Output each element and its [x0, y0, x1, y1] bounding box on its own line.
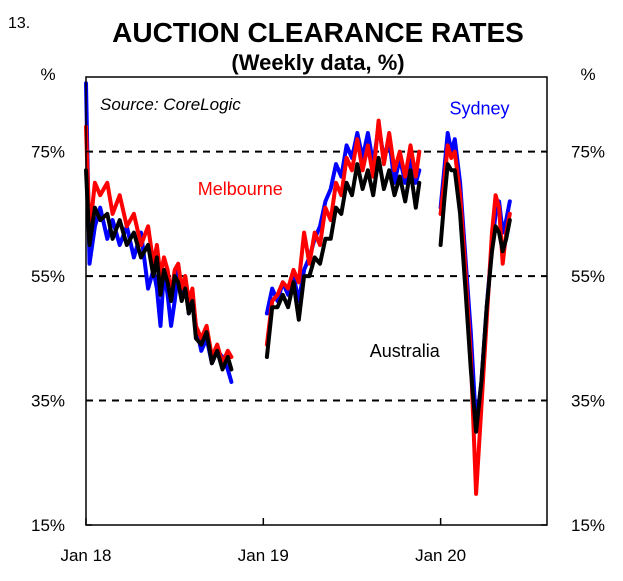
- series-label-sydney: Sydney: [449, 98, 509, 118]
- y-tick-label-left: 75%: [31, 143, 65, 162]
- y-tick-label-right: 55%: [571, 267, 605, 286]
- plot-frame: [85, 76, 548, 526]
- series-australia-segment-3: [438, 162, 512, 434]
- series-label-melbourne: Melbourne: [198, 179, 283, 199]
- source-note: Source: CoreLogic: [100, 95, 241, 114]
- y-tick-label-left: 35%: [31, 392, 65, 411]
- y-tick-label-right: 35%: [571, 392, 605, 411]
- figure-number: 13.: [8, 15, 30, 32]
- series-australia-segment-2: [264, 155, 422, 359]
- axis-labels: 15% 15% 35% 35% 55% 55% 75% 75% Jan 18 Jan 19 Jan …: [31, 143, 605, 565]
- x-tick-label: Jan 19: [238, 546, 289, 565]
- series-melbourne-segment-2: [264, 118, 422, 347]
- series-lines: [84, 81, 512, 496]
- series-sydney-segment-3: [438, 131, 512, 428]
- series-label-australia: Australia: [370, 341, 441, 361]
- series-labels: Sydney Melbourne Australia: [198, 98, 510, 361]
- left-unit-label: %: [40, 65, 55, 84]
- axis-ticks: [85, 150, 547, 526]
- series-melbourne-segment-3: [438, 143, 512, 496]
- x-tick-label: Jan 18: [60, 546, 111, 565]
- y-tick-label-left: 15%: [31, 516, 65, 535]
- chart-subtitle: (Weekly data, %): [231, 50, 404, 75]
- x-tick-label: Jan 20: [415, 546, 466, 565]
- series-melbourne-segment-1: [84, 124, 234, 366]
- right-unit-label: %: [580, 65, 595, 84]
- y-tick-label-right: 15%: [571, 516, 605, 535]
- y-tick-label-left: 55%: [31, 267, 65, 286]
- series-australia-segment-1: [84, 168, 234, 372]
- chart-title: AUCTION CLEARANCE RATES: [112, 17, 524, 48]
- y-tick-label-right: 75%: [571, 143, 605, 162]
